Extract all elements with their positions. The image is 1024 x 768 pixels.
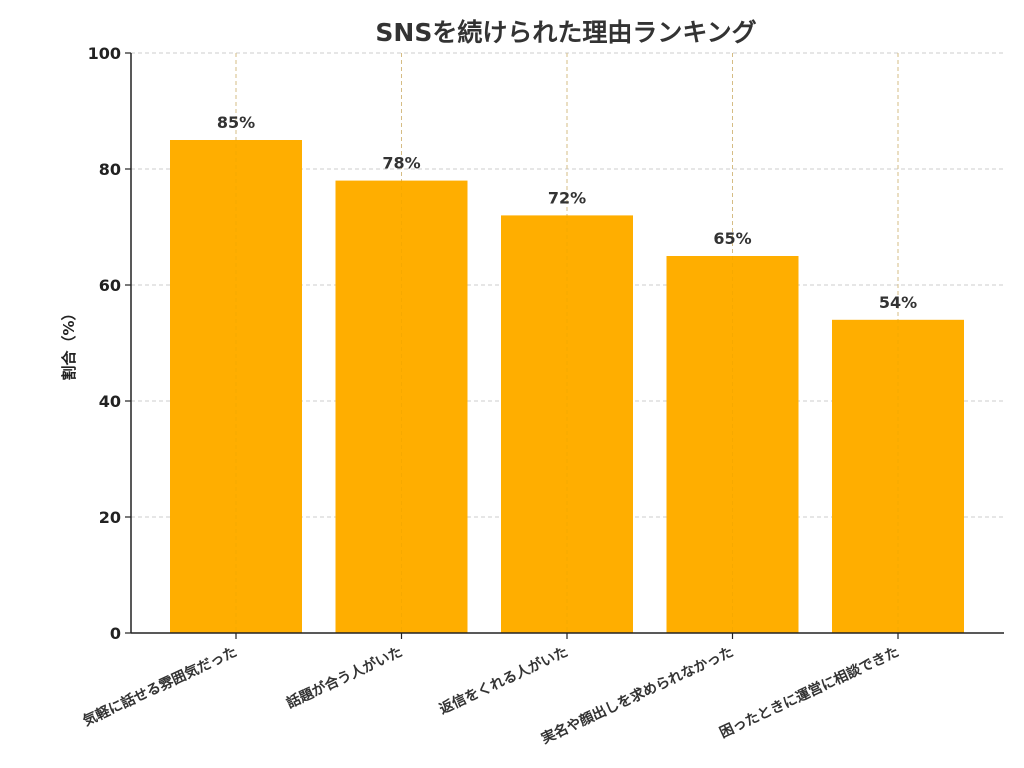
bar: [666, 256, 799, 633]
x-tick-label: 返信をくれる人がいた: [437, 643, 571, 718]
x-tick-label: 困ったときに運営に相談できた: [717, 643, 902, 741]
y-axis-label: 割合（%）: [60, 305, 78, 380]
bar: [335, 180, 468, 633]
y-tick-label: 60: [99, 276, 121, 295]
x-tick-label: 気軽に話せる雰囲気だった: [80, 643, 239, 729]
value-label: 54%: [879, 293, 917, 312]
value-label: 78%: [382, 154, 420, 173]
bar: [501, 215, 633, 633]
y-tick-label: 0: [110, 624, 121, 643]
value-labels: 85% 78% 72% 65% 54%: [217, 113, 917, 312]
y-tick-label: 100: [88, 44, 121, 63]
chart-title: SNSを続けられた理由ランキング: [375, 18, 756, 47]
value-label: 85%: [217, 113, 255, 132]
bar: [832, 319, 964, 633]
y-tick-labels: 0 20 40 60 80 100: [88, 44, 121, 643]
y-tick-label: 40: [99, 392, 121, 411]
y-tick-label: 20: [99, 508, 121, 527]
bar: [170, 140, 302, 633]
x-tick-label: 話題が合う人がいた: [284, 643, 405, 712]
value-label: 72%: [548, 188, 586, 207]
x-tick-labels: 気軽に話せる雰囲気だった 話題が合う人がいた 返信をくれる人がいた実名や顔出しを求め…: [80, 643, 901, 747]
y-tick-label: 80: [99, 160, 121, 179]
axes: [125, 52, 1004, 639]
bars: [170, 53, 964, 633]
value-label: 65%: [713, 229, 751, 248]
